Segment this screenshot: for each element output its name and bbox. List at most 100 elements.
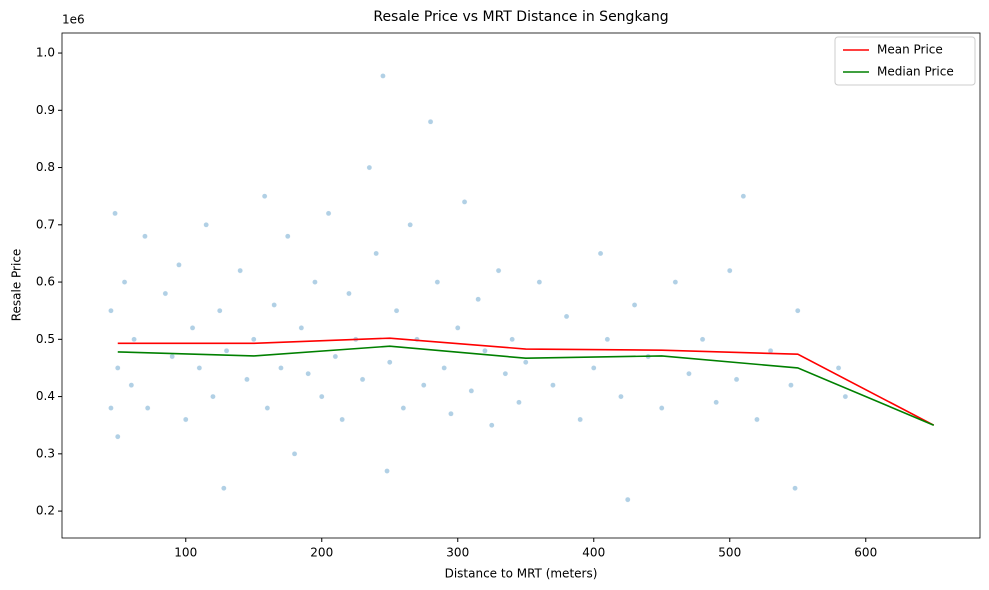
scatter-point [488,422,495,429]
scatter-point [597,250,604,257]
scatter-point [407,222,413,228]
y-tick-label: 0.9 [36,103,55,117]
scatter-point [454,325,461,331]
line-series [117,337,935,426]
y-axis-label: Resale Price [10,249,24,322]
scatter-point [221,485,227,491]
scatter-point [461,199,468,205]
scatter-point [604,336,611,343]
scatter-point [176,262,182,268]
scatter-point [121,279,128,285]
scatter-point [237,267,243,274]
scatter-point [169,353,175,360]
scatter-point [189,325,196,331]
y-tick-label: 0.3 [36,446,55,460]
scatter-point [261,193,268,199]
scatter-point [842,393,849,400]
scatter-point [686,370,692,377]
scatter-point [114,365,121,371]
scatter-point [448,410,454,417]
scatter-point [144,405,151,411]
y-tick-label: 0.7 [36,217,55,231]
scatter-point [699,336,706,343]
scatter-point [516,399,522,406]
scatter-point [740,193,747,199]
scatter-point [754,416,760,423]
x-tick-label: 400 [582,546,605,560]
scatter-point [128,382,135,388]
scatter-point [312,279,318,285]
scatter-point [142,233,148,240]
scatter-point [427,118,434,125]
scatter-point [726,267,733,274]
scatter-point [536,279,543,285]
scatter-point [618,393,624,400]
scatter-point [318,393,325,400]
scatter-point [223,347,230,354]
x-tick-label: 300 [446,546,469,560]
x-axis-label: Distance to MRT (meters) [445,567,598,581]
scatter-point [434,279,441,285]
y-tick-label: 1.0 [36,46,55,60]
scatter-point [359,376,366,383]
scatter-point [468,388,475,394]
y-tick-label: 0.2 [36,504,55,518]
scatter-point [162,290,169,297]
scatter-point [332,353,339,360]
scatter-point [482,347,488,354]
scatter-point [112,210,118,217]
scatter-point [250,336,257,343]
scatter-point [577,416,583,423]
x-tick-label: 200 [310,546,333,560]
scatter-point [631,302,638,308]
scatter-point [658,405,665,411]
scatter-point [108,405,114,411]
x-tick-label: 500 [718,546,741,560]
y-tick-label: 0.4 [36,389,55,403]
scatter-point [475,296,481,303]
scatter-point [278,365,284,371]
scatter-point [386,359,393,366]
legend-box [834,36,976,86]
scatter-point [182,416,189,423]
scatter-point [509,336,515,343]
scatter-point [216,307,223,314]
scatter-point [495,267,502,274]
scatter-point [835,365,842,371]
scatter-point [373,250,379,257]
scatter-point [366,164,373,171]
scatter-point [502,370,509,377]
scatter-point [271,302,277,308]
x-tick-label: 600 [854,546,877,560]
scatter-point [792,485,798,491]
scatter-point [346,290,352,297]
scatter-point [794,307,801,314]
legend-label: Median Price [877,65,954,79]
scatter-point [400,405,407,411]
scatter-point [713,399,719,406]
scatter-point [672,279,679,285]
scatter-point [441,365,447,371]
scatter-point [339,416,345,423]
y-offset-label: 1e6 [62,13,85,27]
chart-title: Resale Price vs MRT Distance in Sengkang [373,9,668,25]
scatter-point [305,370,311,377]
scatter-point [384,468,390,474]
line-series [117,345,935,426]
scatter-point [393,307,400,314]
scatter-point [114,433,121,440]
scatter-point [131,336,137,343]
scatter-point [624,496,631,503]
scatter-point [590,365,597,371]
scatter-point [284,233,291,240]
scatter-point [788,382,794,388]
scatter-point [550,382,556,388]
scatter-point [420,382,427,388]
scatter-point [298,325,305,331]
scatter-point [522,359,529,366]
scatter-point [264,405,271,411]
scatter-point [210,393,216,400]
scatter-point [380,73,386,79]
scatter-point [244,376,250,383]
